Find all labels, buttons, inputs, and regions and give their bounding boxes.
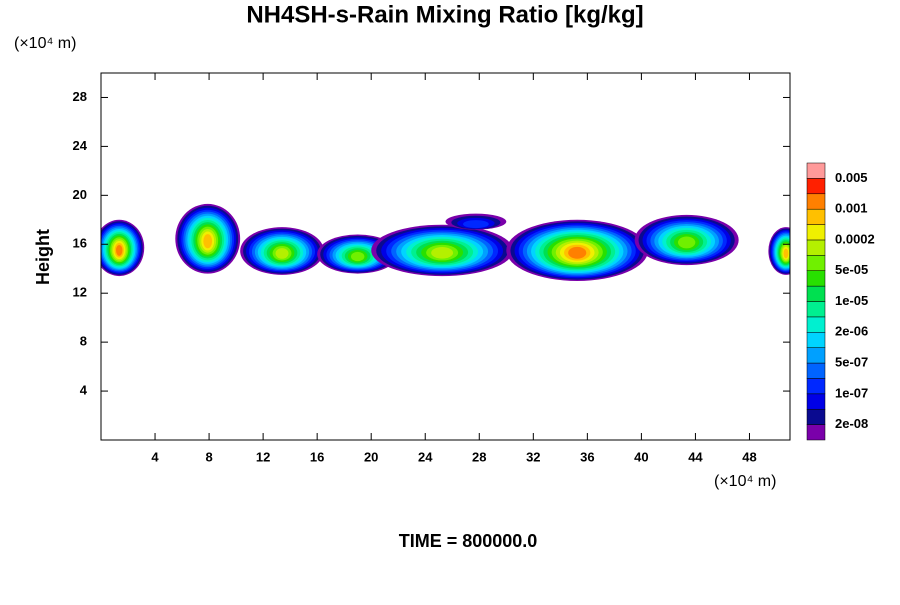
x-tick-label: 12 (256, 449, 270, 464)
y-unit-label: (×10⁴ m) (14, 35, 76, 52)
colorbar-label: 0.0002 (835, 231, 875, 246)
colorbar-swatch (806, 316, 826, 333)
y-axis-label: Height (33, 229, 53, 285)
contour-fill (568, 246, 587, 259)
x-tick-label: 16 (310, 449, 324, 464)
contour-fill (677, 236, 696, 249)
x-tick-label: 44 (688, 449, 703, 464)
colorbar-swatch (806, 239, 826, 256)
x-tick-label: 48 (742, 449, 756, 464)
colorbar-swatch (806, 193, 826, 210)
y-tick-label: 16 (73, 236, 87, 251)
contour-fill (431, 247, 454, 259)
colorbar-label: 5e-05 (835, 262, 868, 277)
colorbar-swatch (806, 301, 826, 318)
contour-fill (350, 251, 365, 262)
y-tick-label: 20 (73, 187, 87, 202)
colorbar-swatch (806, 162, 826, 179)
contour-fill (783, 248, 789, 259)
colorbar-swatch (806, 178, 826, 195)
x-tick-label: 24 (418, 449, 433, 464)
contour-fill (275, 248, 289, 259)
y-tick-label: 8 (80, 334, 87, 349)
colorbar-label: 0.001 (835, 201, 868, 216)
x-tick-label: 32 (526, 449, 540, 464)
y-tick-label: 12 (73, 285, 87, 300)
contour-fill (116, 244, 123, 256)
x-tick-label: 40 (634, 449, 648, 464)
colorbar-swatch (806, 208, 826, 225)
colorbar-label: 2e-08 (835, 416, 868, 431)
footer-time: TIME = 800000.0 (399, 531, 538, 551)
contour-fill (463, 220, 489, 229)
x-tick-label: 4 (151, 449, 159, 464)
contour-field (101, 203, 790, 281)
colorbar-label: 1e-05 (835, 293, 868, 308)
colorbar-swatch (806, 378, 826, 395)
y-tick-label: 28 (73, 89, 87, 104)
colorbar-swatch (806, 424, 826, 441)
colorbar-swatch (806, 347, 826, 364)
plot-frame (100, 72, 791, 441)
y-tick-label: 4 (80, 383, 88, 398)
x-unit-label: (×10⁴ m) (714, 473, 776, 490)
colorbar-swatch (806, 224, 826, 241)
colorbar-swatch (806, 408, 826, 425)
colorbar-label: 5e-07 (835, 354, 868, 369)
chart-title: NH4SH-s-Rain Mixing Ratio [kg/kg] (246, 1, 643, 28)
colorbar-swatch (806, 270, 826, 287)
contour-fill (203, 234, 213, 249)
x-tick-label: 36 (580, 449, 594, 464)
x-tick-label: 20 (364, 449, 378, 464)
colorbar-swatch (806, 362, 826, 379)
colorbar-label: 1e-07 (835, 385, 868, 400)
colorbar-swatch (806, 332, 826, 348)
x-tick-label: 8 (205, 449, 212, 464)
colorbar-swatch (806, 393, 826, 410)
colorbar-swatch (806, 255, 826, 271)
x-tick-label: 28 (472, 449, 486, 464)
colorbar-label: 0.005 (835, 170, 868, 185)
colorbar-swatch (806, 285, 826, 302)
colorbar-label: 2e-06 (835, 324, 868, 339)
y-tick-label: 24 (73, 138, 88, 153)
